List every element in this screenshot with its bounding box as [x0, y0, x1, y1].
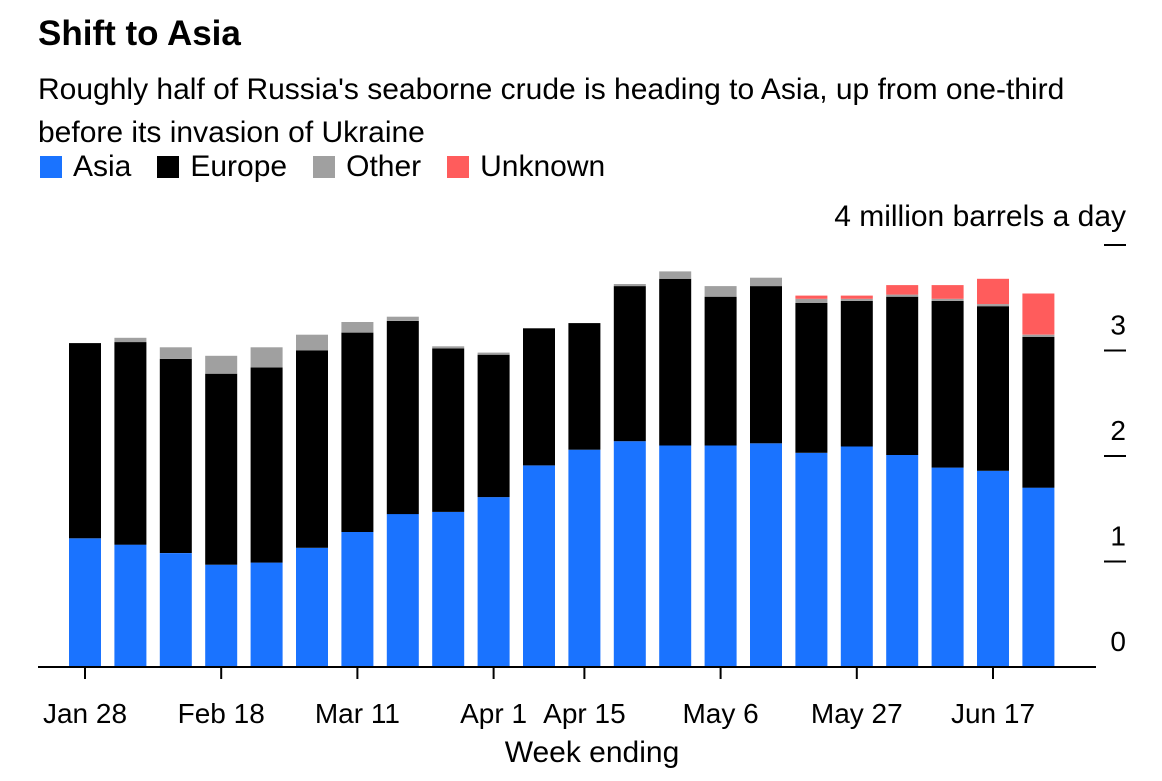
- bar-segment-asia: [159, 553, 192, 667]
- bar-segment-asia: [568, 449, 601, 667]
- bar-segment-other: [250, 347, 283, 368]
- bar-segment-unknown: [931, 285, 964, 299]
- legend-item-unknown: Unknown: [447, 150, 605, 184]
- bar-segment-europe: [386, 321, 419, 515]
- bar-segment-europe: [659, 278, 692, 446]
- y-tick-label: 0: [1110, 626, 1126, 657]
- x-tick-label: Jun 17: [951, 698, 1035, 729]
- bar-segment-europe: [69, 343, 101, 539]
- bar-segment-other: [840, 298, 873, 301]
- bar-segment-other: [159, 347, 192, 359]
- bar-segment-europe: [250, 367, 283, 563]
- bar-segment-europe: [977, 306, 1009, 471]
- x-tick-label: Apr 15: [543, 698, 626, 729]
- bar-segment-europe: [931, 300, 964, 468]
- bar-segment-europe: [568, 323, 601, 450]
- bar-segment-other: [750, 277, 782, 287]
- legend-swatch-other: [313, 156, 336, 178]
- x-tick-label: Apr 1: [460, 698, 527, 729]
- bar-segment-other: [386, 316, 419, 321]
- bar-segment-asia: [931, 467, 964, 667]
- bar-segment-asia: [523, 465, 555, 667]
- bar-segment-asia: [659, 445, 692, 667]
- bar-segment-europe: [704, 296, 737, 446]
- y-axis-unit-label: 4 million barrels a day: [834, 200, 1126, 233]
- bar-segment-other: [296, 334, 328, 351]
- bar-segment-unknown: [795, 295, 828, 299]
- bar-segment-europe: [523, 328, 555, 466]
- bar-segment-asia: [114, 544, 147, 667]
- legend-label-other: Other: [346, 150, 422, 183]
- bar-segment-asia: [296, 547, 328, 667]
- bar-segment-asia: [613, 441, 646, 667]
- x-tick-label: May 27: [811, 698, 903, 729]
- x-tick-label: Mar 11: [315, 698, 400, 729]
- bar-segment-other: [432, 346, 465, 349]
- bar-segment-asia: [250, 562, 283, 667]
- bar-segment-asia: [386, 514, 419, 667]
- bar-segment-asia: [704, 445, 737, 667]
- bar-segment-europe: [159, 358, 192, 553]
- bar-segment-other: [1022, 334, 1055, 337]
- legend-item-europe: Europe: [157, 150, 287, 184]
- legend: Asia Europe Other Unknown: [40, 150, 605, 184]
- bar-segment-other: [931, 298, 964, 301]
- bar-segment-europe: [1022, 336, 1055, 488]
- bar-segment-europe: [886, 296, 919, 455]
- bar-segment-europe: [840, 300, 873, 447]
- bar-segment-unknown: [886, 285, 919, 295]
- legend-swatch-asia: [40, 156, 62, 178]
- bar-segment-other: [886, 294, 919, 297]
- legend-label-europe: Europe: [190, 150, 288, 183]
- x-tick-label: Feb 18: [178, 698, 265, 729]
- bar-segment-asia: [477, 497, 510, 667]
- bar-segment-europe: [750, 286, 782, 444]
- y-tick-label: 1: [1110, 521, 1126, 552]
- bar-segment-asia: [432, 511, 465, 667]
- legend-item-other: Other: [313, 150, 421, 184]
- bar-segment-other: [977, 304, 1009, 307]
- bar-segment-asia: [840, 446, 873, 667]
- bar-segment-asia: [69, 538, 101, 667]
- bar-segment-unknown: [977, 278, 1009, 305]
- bar-segment-unknown: [1022, 293, 1055, 335]
- bar-segment-asia: [341, 532, 374, 667]
- bar-segment-other: [659, 271, 692, 279]
- bar-segment-europe: [477, 354, 510, 498]
- bar-segment-asia: [750, 443, 782, 667]
- x-tick-label: May 6: [682, 698, 758, 729]
- bar-segment-asia: [205, 564, 238, 667]
- bar-segment-europe: [341, 332, 374, 532]
- bar-segment-europe: [114, 342, 147, 545]
- bar-segment-asia: [886, 454, 919, 667]
- legend-label-unknown: Unknown: [480, 150, 606, 183]
- bar-segment-asia: [795, 452, 828, 667]
- bar-segment-other: [613, 284, 646, 287]
- bar-segment-other: [114, 337, 147, 342]
- chart-subtitle: Roughly half of Russia's seaborne crude …: [38, 73, 1065, 149]
- legend-swatch-unknown: [447, 156, 470, 178]
- x-axis-title: Week ending: [504, 736, 680, 769]
- bar-segment-europe: [205, 373, 238, 565]
- bar-segment-europe: [795, 303, 828, 453]
- y-tick-label: 2: [1110, 415, 1126, 446]
- bar-segment-other: [341, 322, 374, 333]
- bar-segment-europe: [432, 348, 465, 512]
- x-tick-label: Jan 28: [43, 698, 127, 729]
- legend-swatch-europe: [157, 156, 180, 178]
- y-tick-label: 3: [1110, 310, 1126, 341]
- bar-segment-asia: [977, 470, 1009, 667]
- bar-segment-other: [477, 352, 510, 355]
- bar-segment-other: [704, 286, 737, 297]
- legend-label-asia: Asia: [73, 150, 132, 183]
- bar-segment-unknown: [840, 295, 873, 299]
- bar-segment-europe: [613, 286, 646, 442]
- bar-segment-other: [205, 355, 238, 374]
- chart-title: Shift to Asia: [38, 14, 241, 53]
- bar-segment-asia: [1022, 487, 1055, 667]
- bar-segment-europe: [296, 350, 328, 548]
- legend-item-asia: Asia: [40, 150, 131, 184]
- bar-segment-other: [795, 298, 828, 303]
